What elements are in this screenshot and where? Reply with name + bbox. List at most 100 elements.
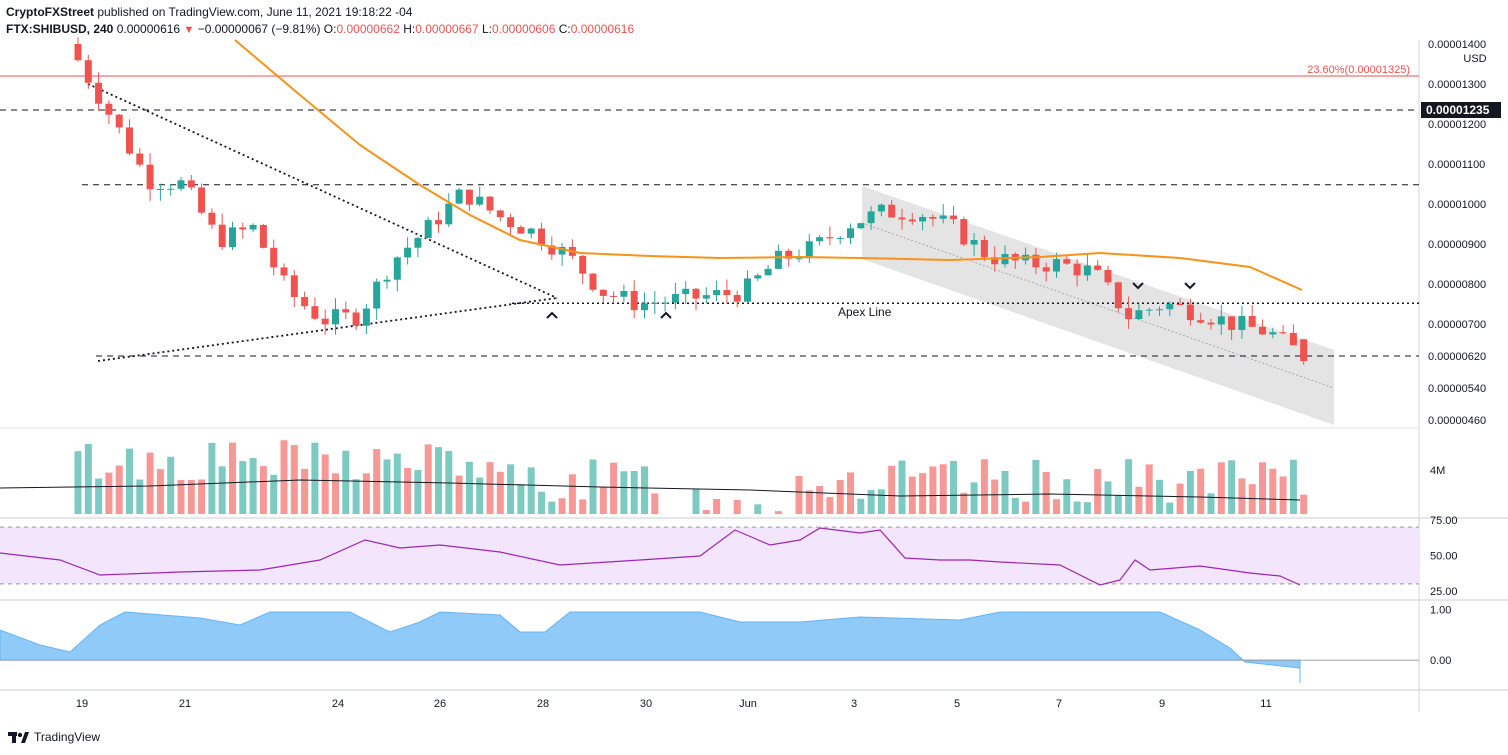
close-value: 0.00000616 xyxy=(570,22,635,36)
candle-body xyxy=(476,196,484,205)
y-unit-label: USD xyxy=(1463,53,1486,65)
volume-bar xyxy=(970,482,978,514)
chart-publisher-line: CryptoFXStreet published on TradingView.… xyxy=(6,5,412,19)
volume-bar xyxy=(713,498,721,514)
volume-bar xyxy=(476,477,484,514)
price-tick-label: 0.00000620 xyxy=(1428,351,1486,363)
candle-body xyxy=(218,224,226,247)
price-tick-label: 0.00001400 xyxy=(1428,39,1486,51)
caret-down-marker xyxy=(1184,282,1196,290)
volume-bar xyxy=(1228,460,1236,514)
date-tick-label: 24 xyxy=(332,698,344,710)
candle-body xyxy=(74,44,82,61)
candle-body xyxy=(702,295,710,299)
candle-body xyxy=(713,290,721,296)
candle-body xyxy=(589,273,597,290)
date-tick-label: 7 xyxy=(1056,698,1062,710)
candle-body xyxy=(950,215,957,220)
volume-bar xyxy=(568,474,576,514)
volume-bar xyxy=(198,479,206,514)
candle-body xyxy=(167,188,175,190)
candle-body xyxy=(661,302,669,304)
volume-bar xyxy=(1279,476,1287,514)
candle-body xyxy=(960,219,968,245)
rsi-band xyxy=(0,527,1419,584)
candle-body xyxy=(105,103,113,115)
candle-body xyxy=(383,279,391,282)
published-text: published on TradingView.com, June 11, 2… xyxy=(97,5,413,19)
volume-bar xyxy=(620,471,628,514)
rsi-tick-label: 25.00 xyxy=(1430,586,1458,598)
volume-bar xyxy=(692,489,700,514)
candle-body xyxy=(496,210,504,218)
volume-bar xyxy=(1197,468,1205,514)
volume-bar xyxy=(1073,501,1081,514)
candle-body xyxy=(259,224,267,248)
price-tick-label: 0.00000540 xyxy=(1428,383,1486,395)
down-arrow-icon: ▼ xyxy=(183,24,195,36)
volume-bar xyxy=(507,464,515,514)
volume-bar xyxy=(1104,481,1112,514)
volume-bar xyxy=(1238,478,1246,514)
candle-body xyxy=(744,278,751,302)
volume-bar xyxy=(156,469,164,514)
price-tick-label: 0.00001300 xyxy=(1428,79,1486,91)
candle-body xyxy=(1166,304,1174,310)
candle-body xyxy=(723,290,731,296)
candle-body xyxy=(507,217,515,228)
volume-bar xyxy=(1125,459,1133,514)
volume-bar xyxy=(527,467,535,514)
candle-body xyxy=(1207,322,1215,325)
candle-body xyxy=(115,114,123,128)
triangle-upper-line xyxy=(87,83,558,299)
price-tick-label: 0.00001200 xyxy=(1428,119,1486,131)
candle-body xyxy=(980,239,988,258)
candle-body xyxy=(1228,316,1236,330)
candle-body xyxy=(682,288,690,295)
ohlc-legend: FTX:SHIBUSD, 240 0.00000616 ▼ −0.0000006… xyxy=(6,22,634,36)
volume-bar xyxy=(1011,497,1019,514)
candle-body xyxy=(352,312,360,326)
candle-body xyxy=(1269,332,1277,335)
tradingview-logo[interactable]: TradingView xyxy=(8,730,100,744)
volume-bar xyxy=(929,466,937,514)
candle-body xyxy=(671,294,679,303)
volume-bar xyxy=(1156,479,1163,514)
candle-body xyxy=(187,180,195,188)
volume-bar xyxy=(1094,469,1102,514)
rsi-tick-label: 50.00 xyxy=(1430,550,1458,562)
candle-body xyxy=(836,237,844,239)
candle-body xyxy=(610,295,618,297)
candle-body xyxy=(816,237,824,242)
volume-bar xyxy=(280,440,288,514)
candle-body xyxy=(1073,263,1081,276)
tradingview-brand: TradingView xyxy=(34,730,101,744)
price-tick-label: 0.00000460 xyxy=(1428,415,1486,427)
volume-bar xyxy=(867,490,875,514)
publisher-name[interactable]: CryptoFXStreet xyxy=(6,5,95,19)
volume-bar xyxy=(1022,501,1030,514)
candle-body xyxy=(1063,259,1071,264)
candle-body xyxy=(733,295,741,302)
volume-bar xyxy=(754,504,762,514)
symbol-label[interactable]: FTX:SHIBUSD, 240 xyxy=(6,22,114,36)
volume-bar xyxy=(1207,493,1215,514)
volume-bar xyxy=(105,472,113,514)
candle-body xyxy=(280,267,288,276)
oscillator-tick-label: 0.00 xyxy=(1430,655,1451,667)
volume-bar xyxy=(651,493,659,514)
volume-bar xyxy=(857,498,865,514)
candle-body xyxy=(208,212,216,225)
candle-body xyxy=(764,268,772,276)
candle-body xyxy=(1094,265,1102,270)
candle-body xyxy=(651,302,659,304)
candle-body xyxy=(774,250,782,269)
volume-bar xyxy=(1053,499,1060,514)
last-price: 0.00000616 xyxy=(116,22,181,36)
moving-average-line xyxy=(234,39,1303,291)
candle-body xyxy=(177,180,185,189)
volume-bar xyxy=(249,458,257,514)
price-tick-label: 0.00000900 xyxy=(1428,239,1486,251)
date-tick-label: 9 xyxy=(1159,698,1165,710)
